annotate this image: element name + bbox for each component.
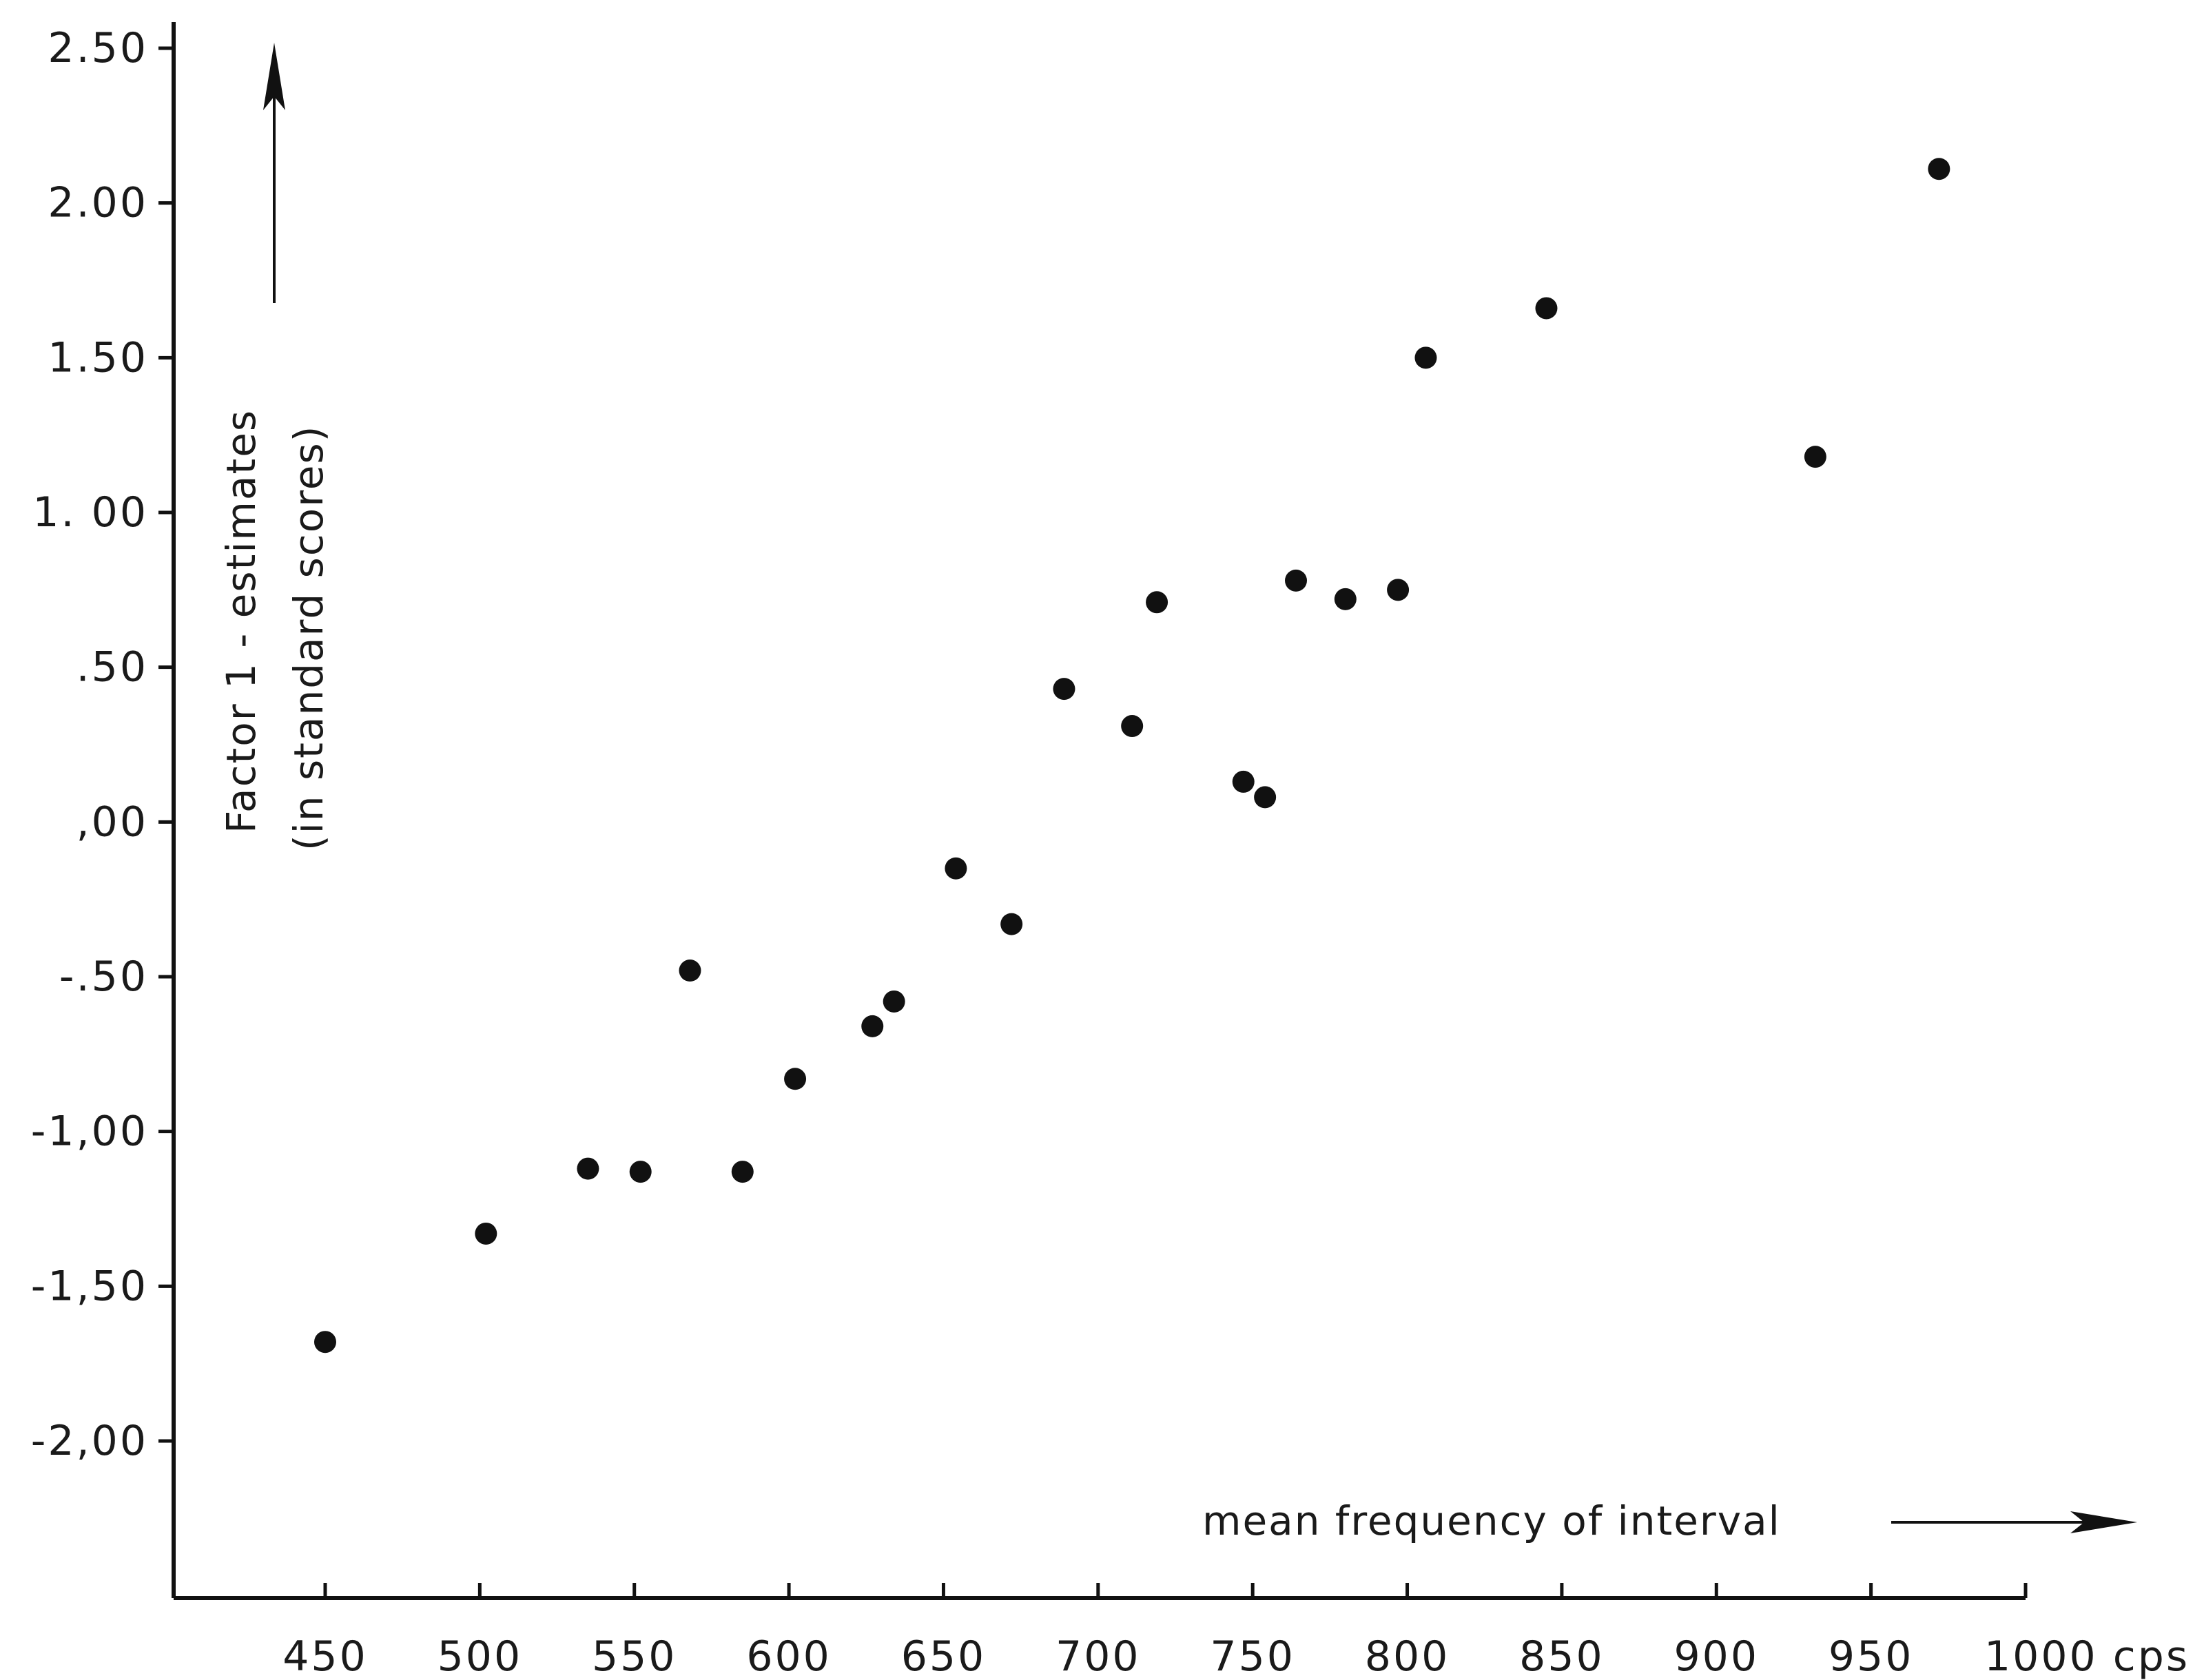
data-point — [577, 1157, 599, 1180]
y-tick-label: 1.50 — [48, 333, 148, 382]
data-points — [314, 158, 1950, 1354]
y-tick-label: 2.50 — [48, 24, 148, 72]
data-point — [1146, 591, 1168, 614]
y-tick-label: -1,50 — [31, 1262, 148, 1310]
data-point — [1928, 158, 1950, 180]
data-point — [1387, 579, 1410, 601]
x-tick-label: 750 — [1210, 1632, 1295, 1680]
x-tick-label: 450 — [282, 1632, 368, 1680]
data-point — [1254, 786, 1277, 809]
y-tick-label: 2.00 — [48, 179, 148, 227]
x-tick-label: 850 — [1519, 1632, 1605, 1680]
y-tick-label: -.50 — [59, 953, 148, 1001]
data-point — [1121, 715, 1144, 738]
data-point — [1053, 678, 1075, 701]
x-tick-label: 500 — [437, 1632, 523, 1680]
y-tick-label: -2,00 — [31, 1417, 148, 1465]
y-tick-label: 1. 00 — [32, 488, 148, 537]
x-tick-label: 650 — [901, 1632, 987, 1680]
data-point — [1334, 588, 1357, 610]
data-point — [1804, 446, 1826, 468]
x-tick-label: 550 — [592, 1632, 677, 1680]
y-tick-label: -1,00 — [31, 1108, 148, 1156]
x-tick-label: 600 — [746, 1632, 832, 1680]
x-tick-label: 1000 cps — [1984, 1632, 2190, 1680]
y-axis-arrow-head — [263, 43, 285, 110]
y-axis-title: Factor 1 - estimates — [218, 409, 265, 833]
axes — [172, 22, 2026, 1600]
data-point — [1000, 913, 1023, 935]
x-tick-label: 700 — [1055, 1632, 1141, 1680]
x-tick-label: 950 — [1829, 1632, 1914, 1680]
x-axis-title-group: mean frequency of interval — [1202, 1497, 2137, 1544]
data-point — [784, 1068, 807, 1090]
data-point — [1285, 569, 1308, 592]
data-point — [314, 1331, 336, 1354]
data-point — [861, 1015, 884, 1037]
y-ticks: 2.50 2.00 1.50 1. 00 .50 ,00 -.50 -1,00 -1,50 -2,… — [31, 24, 174, 1465]
data-point — [629, 1161, 652, 1183]
data-point — [1535, 297, 1558, 320]
data-point — [1232, 770, 1255, 793]
y-axis-subtitle: (in standard scores) — [285, 425, 332, 851]
x-tick-label: 800 — [1365, 1632, 1450, 1680]
x-tick-label: 900 — [1674, 1632, 1760, 1680]
data-point — [883, 990, 905, 1013]
y-tick-label: ,00 — [76, 798, 148, 846]
data-point — [945, 857, 967, 880]
x-axis-title: mean frequency of interval — [1202, 1497, 1781, 1544]
x-axis-arrow-head — [2070, 1511, 2137, 1533]
x-ticks: 450 500 550 600 650 700 750 800 850 900 950 1000 cp… — [282, 1583, 2190, 1680]
data-point — [1414, 346, 1437, 369]
data-point — [475, 1222, 497, 1245]
data-point — [731, 1161, 754, 1183]
y-axis-title-group: Factor 1 - estimates (in standard scores… — [218, 43, 332, 851]
data-point — [679, 960, 701, 982]
y-tick-label: .50 — [76, 643, 148, 692]
